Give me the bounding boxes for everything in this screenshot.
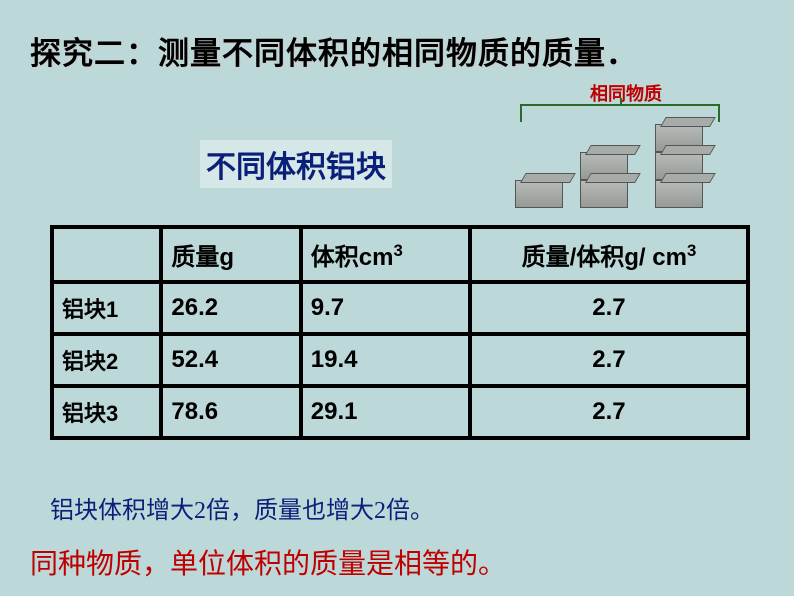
cell-volume: 19.4 bbox=[301, 334, 470, 386]
subtitle: 不同体积铝块 bbox=[200, 140, 392, 188]
table-row: 铝块3 78.6 29.1 2.7 bbox=[52, 386, 748, 438]
box-stack-3 bbox=[655, 124, 703, 208]
diagram-label: 相同物质 bbox=[590, 80, 662, 106]
header-ratio: 质量/体积g/ cm3 bbox=[470, 227, 748, 282]
table-row: 铝块1 26.2 9.7 2.7 bbox=[52, 282, 748, 334]
header-volume: 体积cm3 bbox=[301, 227, 470, 282]
cell-volume: 29.1 bbox=[301, 386, 470, 438]
cell-mass: 52.4 bbox=[161, 334, 300, 386]
row-label: 铝块1 bbox=[52, 282, 161, 334]
header-blank bbox=[52, 227, 161, 282]
metal-box-icon bbox=[655, 180, 703, 208]
metal-box-icon bbox=[580, 180, 628, 208]
metal-box-icon bbox=[515, 180, 563, 208]
cell-ratio: 2.7 bbox=[470, 282, 748, 334]
cell-mass: 78.6 bbox=[161, 386, 300, 438]
box-stack-1 bbox=[515, 180, 563, 208]
row-label: 铝块2 bbox=[52, 334, 161, 386]
table-row: 铝块2 52.4 19.4 2.7 bbox=[52, 334, 748, 386]
table-header-row: 质量g 体积cm3 质量/体积g/ cm3 bbox=[52, 227, 748, 282]
row-label: 铝块3 bbox=[52, 386, 161, 438]
page-title: 探究二：测量不同体积的相同物质的质量． bbox=[30, 28, 638, 73]
cell-mass: 26.2 bbox=[161, 282, 300, 334]
boxes-diagram: 相同物质 bbox=[500, 80, 740, 220]
header-mass: 质量g bbox=[161, 227, 300, 282]
box-stack-2 bbox=[580, 152, 628, 208]
cell-volume: 9.7 bbox=[301, 282, 470, 334]
note-blue: 铝块体积增大2倍，质量也增大2倍。 bbox=[50, 490, 434, 525]
data-table: 质量g 体积cm3 质量/体积g/ cm3 铝块1 26.2 9.7 2.7 铝… bbox=[50, 225, 750, 440]
note-red: 同种物质，单位体积的质量是相等的。 bbox=[30, 542, 506, 582]
cell-ratio: 2.7 bbox=[470, 334, 748, 386]
cell-ratio: 2.7 bbox=[470, 386, 748, 438]
